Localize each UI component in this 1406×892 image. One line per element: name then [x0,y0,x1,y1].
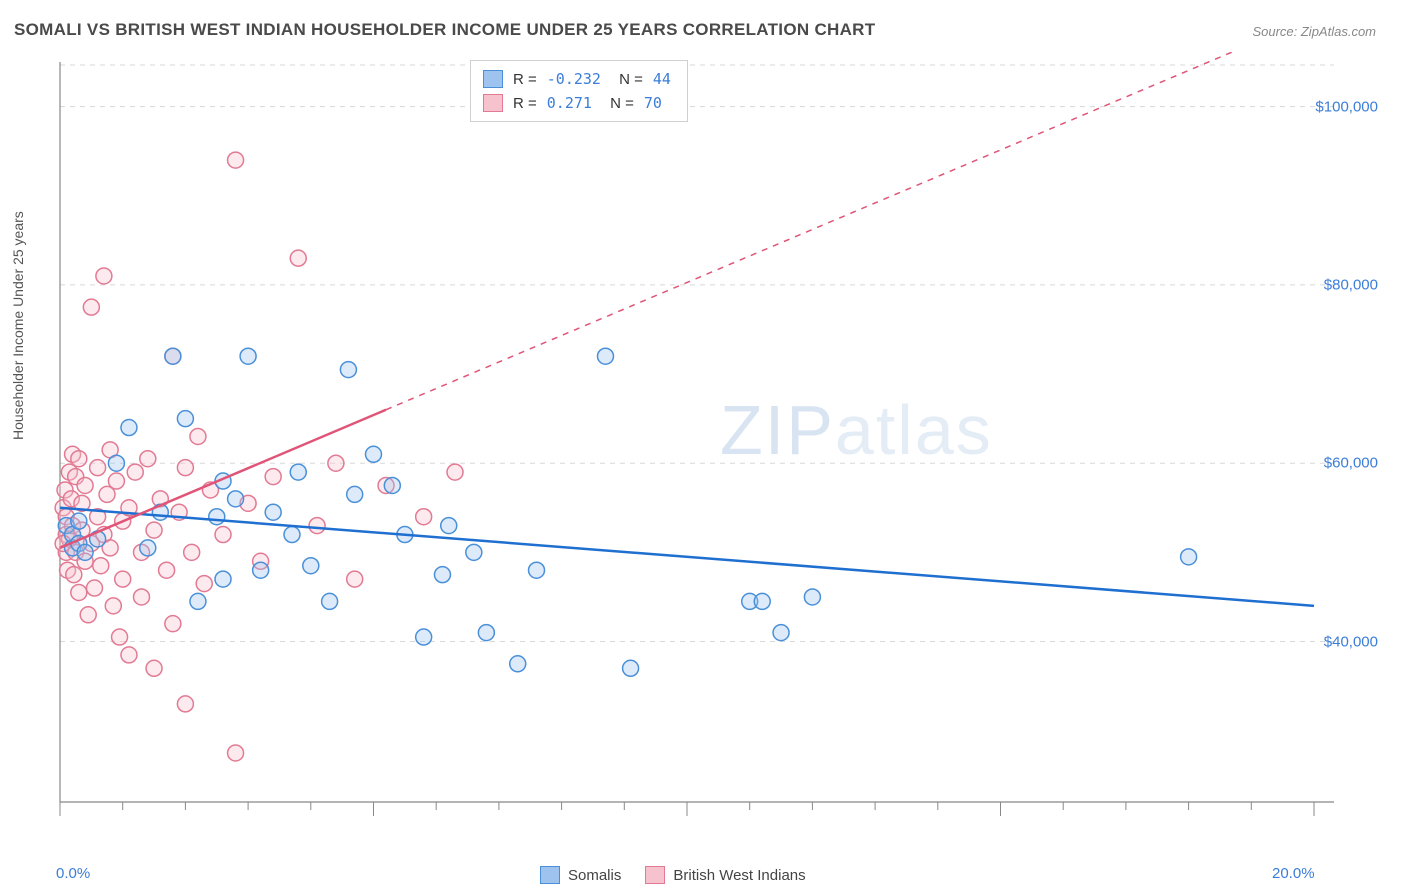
legend-item-bwi: British West Indians [645,866,805,884]
n-value-somalis: 44 [649,70,675,88]
legend-label-bwi: British West Indians [673,867,805,884]
stats-row-somalis: R = -0.232 N = 44 [483,67,675,91]
y-tick-label: $40,000 [1324,633,1378,650]
r-value-somalis: -0.232 [543,70,605,88]
x-tick-label: 0.0% [56,865,90,882]
legend-item-somalis: Somalis [540,866,621,884]
swatch-somalis [540,866,560,884]
r-value-bwi: 0.271 [543,94,596,112]
r-label: R = [513,95,537,112]
n-label: N = [606,95,634,112]
source-label: Source: ZipAtlas.com [1252,24,1376,39]
n-value-bwi: 70 [640,94,666,112]
y-tick-label: $100,000 [1315,98,1378,115]
swatch-bwi [645,866,665,884]
y-tick-label: $60,000 [1324,455,1378,472]
scatter-plot [54,52,1344,842]
r-label: R = [513,71,537,88]
stats-row-bwi: R = 0.271 N = 70 [483,91,675,115]
bottom-legend: Somalis British West Indians [540,866,806,884]
legend-label-somalis: Somalis [568,867,621,884]
swatch-somalis [483,70,503,88]
plot-svg [54,52,1344,842]
chart-title: SOMALI VS BRITISH WEST INDIAN HOUSEHOLDE… [14,20,875,40]
x-tick-label: 20.0% [1272,865,1315,882]
swatch-bwi [483,94,503,112]
n-label: N = [615,71,643,88]
stats-legend: R = -0.232 N = 44 R = 0.271 N = 70 [470,60,688,122]
y-axis-label: Householder Income Under 25 years [10,211,26,440]
y-tick-label: $80,000 [1324,276,1378,293]
